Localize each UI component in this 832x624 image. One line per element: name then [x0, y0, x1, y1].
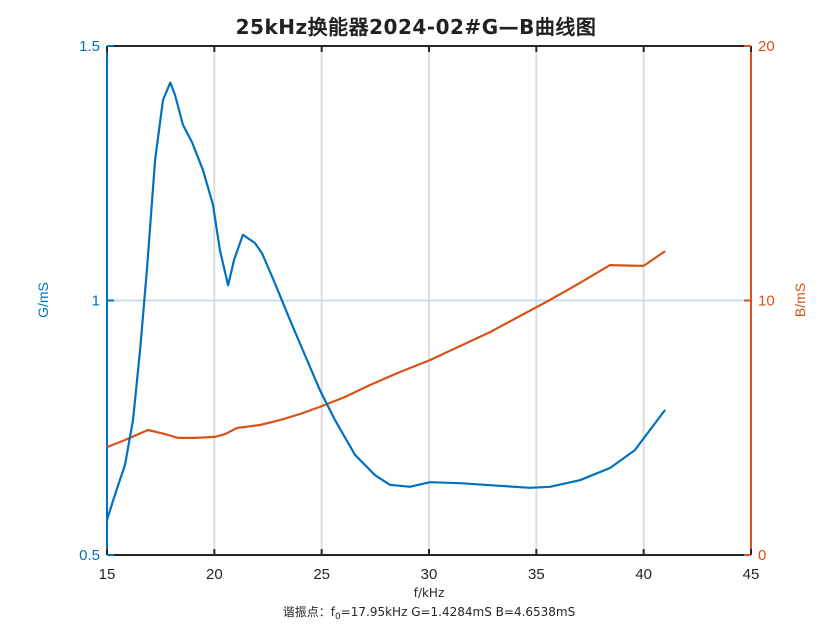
svg-text:15: 15 — [99, 566, 116, 583]
axes — [106, 45, 752, 556]
svg-text:20: 20 — [206, 566, 223, 583]
svg-text:35: 35 — [528, 566, 545, 583]
y-axis-right-label: B/mS — [792, 282, 808, 318]
series-G-line — [105, 81, 666, 521]
svg-text:20: 20 — [758, 38, 775, 55]
annotation-prefix: 谐振点：f — [282, 605, 335, 619]
series-B-line — [106, 250, 666, 449]
svg-text:25: 25 — [313, 566, 330, 583]
svg-text:1: 1 — [92, 293, 100, 310]
y-axis-left-label: G/mS — [35, 282, 51, 318]
svg-text:0.5: 0.5 — [79, 547, 100, 564]
chart-title: 25kHz换能器2024-02#G—B曲线图 — [235, 15, 597, 39]
svg-text:1.5: 1.5 — [79, 38, 100, 55]
svg-text:0: 0 — [758, 547, 766, 564]
annotation-values: =17.95kHz G=1.4284mS B=4.6538mS — [340, 605, 576, 619]
svg-text:30: 30 — [421, 566, 438, 583]
annotation-subscript: 0 — [334, 612, 341, 622]
resonance-annotation: 谐振点：f0=17.95kHz G=1.4284mS B=4.6538mS — [0, 603, 832, 622]
svg-text:10: 10 — [758, 293, 775, 310]
svg-text:45: 45 — [743, 566, 760, 583]
tick-labels: 15 20 25 30 35 40 45 0.5 1 1.5 0 10 20 — [79, 38, 775, 583]
svg-text:40: 40 — [635, 566, 652, 583]
x-axis-label: f/kHz — [413, 586, 445, 600]
